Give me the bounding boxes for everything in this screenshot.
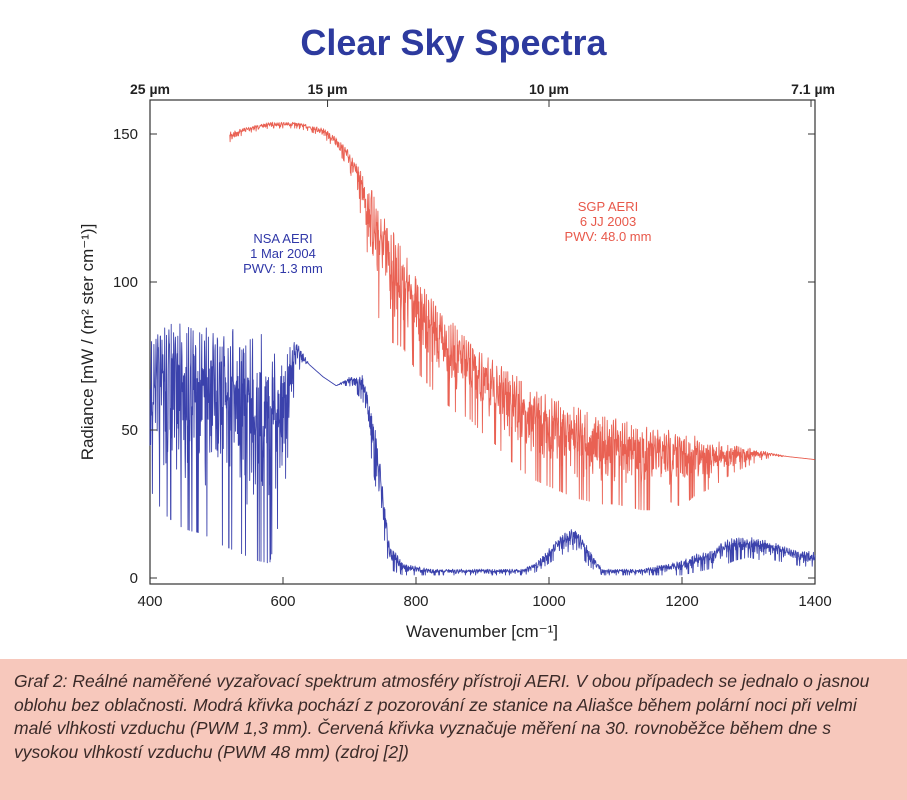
chart-title: Clear Sky Spectra xyxy=(300,22,607,63)
y-tick-label: 50 xyxy=(121,422,138,439)
x-axis-label: Wavenumber [cm⁻¹] xyxy=(406,622,558,641)
spectra-chart: 400 600 800 1000 1200 1400 0 50 100 150 25 µm 15 µm… xyxy=(78,81,835,641)
y-tick-label: 0 xyxy=(130,570,138,587)
y-tick-label: 100 xyxy=(113,274,138,291)
top-tick-label: 25 µm xyxy=(130,81,170,97)
figure-caption: Graf 2: Reálné naměřené vyzařovací spekt… xyxy=(14,671,870,762)
y-tick-label: 150 xyxy=(113,126,138,143)
series-annotation-line: 1 Mar 2004 xyxy=(250,246,316,261)
series-annotation-line: PWV: 48.0 mm xyxy=(565,229,652,244)
x-tick-label: 1200 xyxy=(665,593,698,610)
x-tick-label: 600 xyxy=(270,593,295,610)
x-tick-label: 800 xyxy=(403,593,428,610)
series-annotation-line: 6 JJ 2003 xyxy=(580,214,636,229)
y-axis-label: Radiance [mW / (m² ster cm⁻¹)] xyxy=(78,224,97,461)
series-annotation-line: SGP AERI xyxy=(578,199,638,214)
top-tick-label: 15 µm xyxy=(308,81,348,97)
caption-box: Graf 2: Reálné naměřené vyzařovací spekt… xyxy=(0,659,907,800)
series-annotation-line: PWV: 1.3 mm xyxy=(243,261,323,276)
series-line-nsa xyxy=(149,323,816,576)
series-annotation-line: NSA AERI xyxy=(253,231,312,246)
series-layer xyxy=(149,121,816,576)
top-tick-label: 10 µm xyxy=(529,81,569,97)
top-tick-label: 7.1 µm xyxy=(791,81,835,97)
series-line-sgp xyxy=(229,121,815,511)
x-tick-label: 400 xyxy=(137,593,162,610)
x-tick-label: 1000 xyxy=(532,593,565,610)
axes-layer: 400 600 800 1000 1200 1400 0 50 100 150 25 µm 15 µm… xyxy=(113,81,835,610)
x-tick-label: 1400 xyxy=(798,593,831,610)
